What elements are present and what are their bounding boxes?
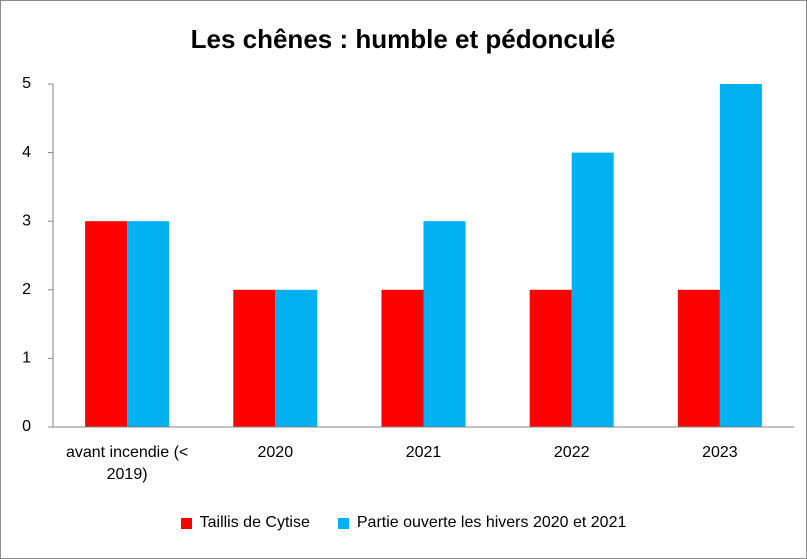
legend-item: Partie ouverte les hivers 2020 et 2021 (337, 514, 627, 532)
bar (423, 221, 466, 427)
x-tick-label: 2021 (405, 444, 442, 461)
chart-title: Les chênes : humble et pédonculé (191, 24, 616, 54)
y-tick-label: 1 (22, 350, 31, 367)
legend: Taillis de Cytise Partie ouverte les hive… (1, 514, 806, 532)
legend-swatch (337, 517, 349, 529)
y-tick-label: 3 (22, 212, 31, 229)
x-tick-label: 2022 (553, 444, 590, 461)
y-tick-label: 5 (22, 75, 31, 92)
x-tick-label: 2020 (257, 444, 294, 461)
bar (571, 152, 614, 427)
bar (275, 289, 318, 427)
bar (127, 221, 170, 427)
legend-swatch (180, 517, 192, 529)
y-tick-label: 2 (22, 281, 31, 298)
y-tick-label: 0 (22, 418, 31, 435)
bar (233, 289, 276, 427)
bar (85, 221, 128, 427)
legend-item: Taillis de Cytise (180, 514, 310, 532)
x-tick-label: 2023 (702, 444, 738, 461)
bar (381, 289, 424, 427)
bar (529, 289, 572, 427)
legend-label: Partie ouverte les hivers 2020 et 2021 (356, 514, 627, 531)
bar (677, 289, 720, 427)
legend-label: Taillis de Cytise (199, 514, 310, 531)
y-tick-label: 4 (22, 144, 31, 161)
x-tick-label: avant incendie (< 2019) (65, 444, 189, 483)
bar (719, 84, 762, 427)
